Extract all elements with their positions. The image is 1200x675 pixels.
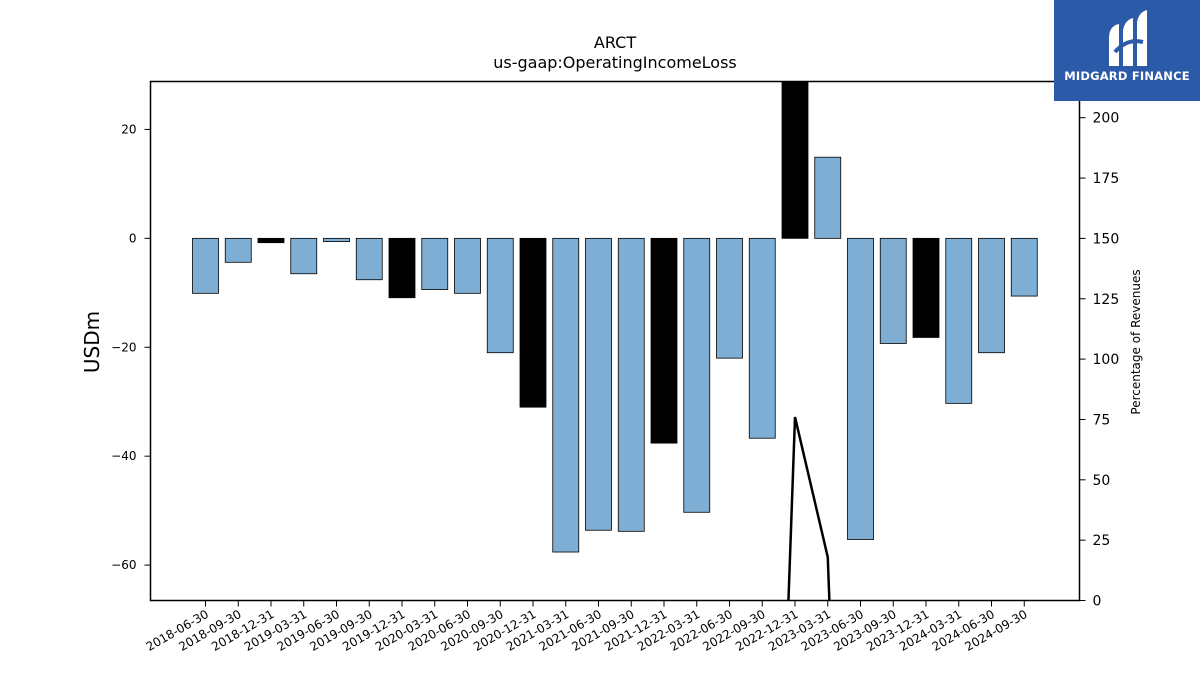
bar-2021-06-30 [585, 237, 612, 531]
bar-2023-03-31 [814, 156, 842, 239]
chart-subtitle: us-gaap:OperatingIncomeLoss [493, 53, 737, 72]
y2-tick-label: 125 [1093, 292, 1120, 308]
logo-text: MIDGARD FINANCE [1064, 69, 1190, 83]
bar-2022-12-31 [781, 81, 809, 239]
chart-title: ARCT [594, 33, 636, 52]
bar-2018-12-31 [257, 237, 285, 244]
bar-2020-03-31 [421, 237, 449, 290]
y2-tick-label: 0 [1093, 594, 1102, 610]
percentage-line-series [787, 416, 831, 601]
bar-2021-12-31 [650, 237, 678, 444]
bar-2018-06-30 [192, 237, 219, 294]
bar-2022-09-30 [748, 237, 776, 439]
y-tick-label: 0 [129, 231, 137, 245]
y2-tick-label: 25 [1093, 533, 1111, 549]
bar-2021-09-30 [617, 237, 645, 532]
logo-mark-icon [1109, 10, 1147, 66]
y2-tick-label: 175 [1093, 171, 1120, 187]
midgard-finance-logo: MIDGARD FINANCE [1054, 0, 1200, 101]
bar-2023-12-31 [912, 237, 940, 338]
bar-2019-12-31 [388, 237, 416, 299]
bar-2020-06-30 [454, 237, 481, 294]
bar-2022-03-31 [683, 237, 711, 513]
y-tick-label: −20 [111, 340, 136, 354]
bar-2020-09-30 [486, 237, 514, 354]
bar-2021-03-31 [552, 237, 580, 553]
bar-2024-09-30 [1010, 237, 1038, 297]
bar-2024-06-30 [978, 237, 1005, 354]
bar-2022-06-30 [716, 237, 743, 359]
y2-tick-label: 150 [1093, 231, 1120, 247]
bar-2023-06-30 [847, 237, 874, 540]
bar-2018-09-30 [224, 237, 252, 263]
percentage-line [787, 416, 831, 601]
y-tick-label: −60 [111, 558, 136, 572]
bar-2019-06-30 [323, 237, 350, 243]
bar-2020-12-31 [519, 237, 547, 408]
y2-tick-label: 100 [1093, 352, 1120, 368]
plot-frame [149, 80, 1081, 602]
y2-axis-ticks: 0 25 50 75 100 125 150 175 200 [1079, 111, 1120, 610]
bar-2019-03-31 [290, 237, 318, 275]
y-tick-label: −40 [111, 449, 136, 463]
bar-2023-09-30 [879, 237, 907, 344]
y2-axis-label: Percentage of Revenues [1129, 269, 1143, 414]
y2-tick-label: 50 [1093, 473, 1111, 489]
y-tick-label: 20 [121, 122, 136, 136]
x-axis-ticks: 2018-06-302018-09-302018-12-312019-03-31… [144, 600, 1030, 654]
bar-2024-03-31 [945, 237, 973, 404]
y-axis-ticks: 20 0 −20 −40 −60 [111, 122, 151, 572]
bar-series [192, 81, 1038, 553]
y2-tick-label: 75 [1093, 412, 1111, 428]
y2-tick-label: 200 [1093, 111, 1120, 127]
y-axis-label: USDm [80, 311, 104, 373]
bar-2019-09-30 [355, 237, 383, 281]
